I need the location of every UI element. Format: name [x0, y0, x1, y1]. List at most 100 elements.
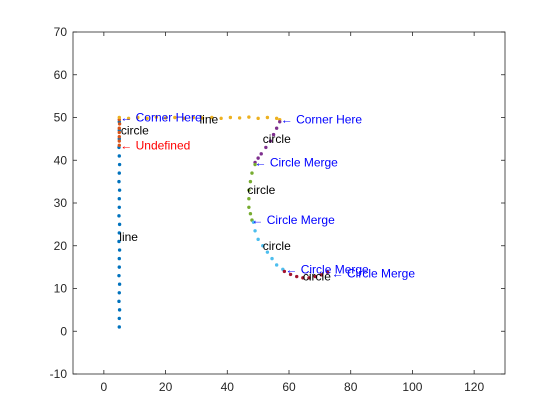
series-0-point-0	[117, 325, 121, 329]
series-2-point-15	[256, 116, 260, 121]
series-6-point-0	[282, 269, 287, 274]
series-0-point-12	[117, 222, 122, 227]
x-tick-label-3: 60	[282, 380, 296, 394]
series-3-point-6	[256, 156, 260, 160]
series-4-point-5	[247, 205, 251, 209]
series-2-point-2	[136, 115, 140, 120]
series-6-point-2	[295, 274, 299, 279]
segment-label-0: line	[119, 230, 138, 244]
y-tick-label-6: 50	[54, 111, 68, 125]
series-6-point-5	[313, 274, 317, 279]
segment-label-4: circle	[247, 183, 275, 197]
series-5-point-5	[270, 256, 274, 261]
series-6-point-6	[319, 273, 324, 277]
series-0-point-9	[117, 248, 122, 252]
annotation-1: ← Undefined	[120, 138, 190, 152]
series-0-point-5	[117, 282, 122, 286]
y-tick-label-7: 60	[54, 68, 68, 82]
series-0-point-4	[117, 291, 121, 295]
series-0-point-16	[117, 188, 122, 192]
series-2-point-13	[237, 116, 242, 120]
series-1-point-1	[117, 122, 122, 126]
series-0-point-15	[117, 197, 121, 201]
series-2-point-0	[117, 115, 121, 120]
y-tick-label-8: 70	[54, 25, 68, 39]
series-2-point-17	[274, 116, 279, 121]
series-3-point-2	[271, 132, 276, 137]
y-tick-label-2: 10	[54, 282, 68, 296]
series-3-point-4	[264, 145, 268, 150]
series-0-point-7	[117, 265, 121, 269]
y-tick-label-4: 30	[54, 196, 68, 210]
x-tick-label-2: 40	[221, 380, 235, 394]
series-4-point-1	[250, 171, 254, 175]
plot-area: 0 20 40 60 80 100 120 -10 0 10 20 30 40 50 60 70 line cir…	[50, 25, 506, 394]
series-4-point-3	[247, 188, 251, 192]
y-tick-label-5: 40	[54, 153, 68, 167]
series-2-point-4	[154, 115, 159, 119]
series-5-point-2	[256, 237, 260, 242]
series-0-point-18	[117, 171, 121, 175]
series-0-point-2	[117, 308, 122, 312]
series-2-point-6	[173, 115, 177, 120]
series-1-point-5	[117, 139, 121, 143]
series-1-point-6	[117, 143, 121, 147]
series-2-point-3	[145, 116, 149, 121]
series-0-point-8	[117, 256, 121, 261]
annotation-3: ← Circle Merge	[255, 155, 339, 169]
annotation-2: ← Corner Here	[281, 113, 363, 127]
series-1-point-4	[117, 135, 121, 139]
series-3-point-1	[274, 126, 279, 130]
x-tick-label-1: 20	[159, 380, 173, 394]
series-2-point-9	[200, 116, 205, 120]
y-tick-label-1: 0	[60, 324, 67, 338]
series-0-point-6	[117, 273, 121, 278]
series-1-point-2	[117, 126, 121, 130]
segment-label-2: line	[200, 113, 219, 127]
annotation-5: ← Circle Merge	[285, 262, 369, 276]
series-2-point-11	[219, 116, 223, 121]
segment-label-1: circle	[121, 123, 149, 137]
series-0-point-14	[117, 205, 121, 209]
annotation-0: ← Corner Here	[120, 111, 202, 125]
series-0-point-19	[117, 162, 122, 167]
series-1-point-3	[117, 130, 121, 135]
y-tick-label-3: 20	[54, 239, 68, 253]
x-tick-label-6: 120	[464, 380, 484, 394]
series-3-point-3	[268, 139, 273, 143]
series-5-point-1	[253, 229, 257, 233]
series-0-point-20	[117, 154, 121, 158]
segment-label-6: circle	[303, 270, 331, 284]
series-6-point-1	[288, 272, 293, 277]
segment-label-3: circle	[263, 132, 291, 146]
series-5-point-4	[265, 250, 270, 254]
series-2-point-8	[191, 115, 196, 120]
series-4-point-6	[248, 211, 253, 216]
y-tick-label-0: -10	[50, 367, 68, 381]
series-0-point-1	[117, 316, 121, 321]
series-2-point-12	[228, 115, 233, 120]
series-5-point-3	[261, 244, 265, 248]
series-0-point-11	[117, 231, 121, 235]
series-2-point-1	[126, 116, 131, 121]
series-3-point-5	[259, 152, 263, 156]
series-6-point-3	[301, 276, 305, 280]
series-6-point-7	[325, 270, 330, 274]
x-tick-label-0: 0	[101, 380, 108, 394]
series-6-point-4	[307, 276, 311, 280]
series-2-point-14	[247, 115, 251, 119]
annotation-6: ← Circle Merge	[332, 267, 416, 281]
annotation-4: ← Circle Merge	[251, 213, 335, 227]
series-5-point-6	[274, 263, 279, 267]
x-tick-label-4: 80	[344, 380, 358, 394]
series-4-point-2	[248, 179, 253, 184]
series-4-point-4	[247, 197, 251, 201]
series-0-point-13	[117, 214, 121, 218]
segment-label-5: circle	[263, 239, 291, 253]
series-2-point-16	[265, 115, 270, 120]
series-0-point-3	[117, 299, 121, 304]
series-2-point-7	[182, 116, 186, 121]
series-2-point-5	[163, 116, 168, 120]
